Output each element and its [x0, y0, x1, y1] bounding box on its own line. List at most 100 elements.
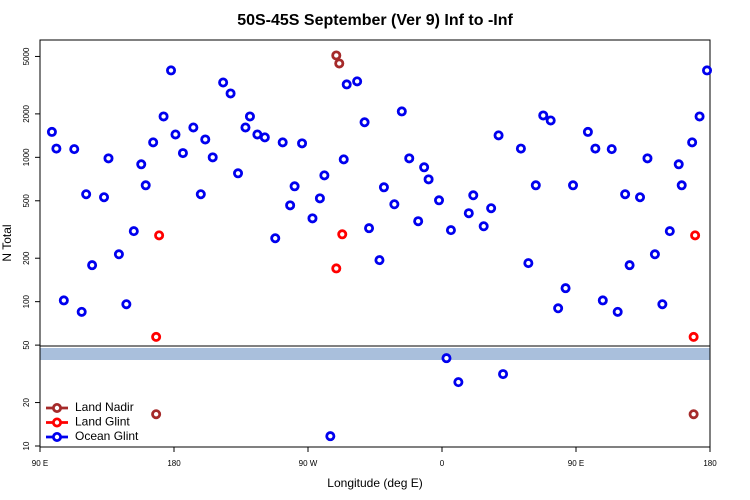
point	[307, 213, 318, 224]
point	[158, 111, 169, 122]
x-tick-label: 180	[167, 459, 181, 468]
point	[338, 154, 349, 165]
point	[702, 65, 713, 76]
point	[434, 195, 445, 206]
point	[244, 111, 255, 122]
point	[352, 76, 363, 87]
point	[121, 299, 132, 310]
legend-marker	[52, 417, 63, 428]
point	[58, 295, 69, 306]
point	[538, 110, 549, 121]
point	[364, 223, 375, 234]
point	[419, 162, 430, 173]
point	[177, 148, 188, 159]
point	[445, 225, 456, 236]
point	[590, 143, 601, 154]
point	[277, 137, 288, 148]
point	[233, 168, 244, 179]
point	[498, 369, 509, 380]
point	[166, 65, 177, 76]
point	[188, 122, 199, 133]
point	[688, 409, 699, 420]
point	[154, 230, 165, 241]
x-tick-label: 180	[703, 459, 717, 468]
point	[359, 117, 370, 128]
point	[688, 331, 699, 342]
y-axis-label: N Total	[0, 224, 14, 261]
legend-label: Land Glint	[75, 415, 130, 429]
point	[319, 170, 330, 181]
point	[151, 331, 162, 342]
point	[195, 189, 206, 200]
point	[374, 255, 385, 266]
point	[325, 431, 336, 442]
point	[99, 192, 110, 203]
point	[136, 159, 147, 170]
point	[486, 203, 497, 214]
point	[331, 50, 342, 61]
point	[51, 143, 62, 154]
y-tick-label: 1000	[22, 148, 31, 166]
point	[151, 409, 162, 420]
x-tick-label: 90 E	[568, 459, 584, 468]
point	[468, 190, 479, 201]
point	[642, 153, 653, 164]
point	[553, 303, 564, 314]
point	[259, 132, 270, 143]
point	[103, 153, 114, 164]
point	[113, 249, 124, 260]
point	[687, 137, 698, 148]
point	[218, 77, 229, 88]
point	[690, 230, 701, 241]
y-tick-label: 200	[22, 251, 31, 265]
y-tick-label: 10	[22, 441, 31, 450]
point	[207, 152, 218, 163]
point	[530, 180, 541, 191]
point	[673, 159, 684, 170]
x-tick-label: 0	[440, 459, 445, 468]
point	[334, 58, 345, 69]
point	[46, 126, 57, 137]
point	[582, 126, 593, 137]
plot-frame	[39, 39, 711, 448]
point	[606, 144, 617, 155]
y-tick-label: 5000	[22, 47, 31, 65]
y-tick-label: 50	[22, 340, 31, 349]
separator-band	[40, 348, 710, 360]
point	[331, 263, 342, 274]
y-tick-label: 100	[22, 294, 31, 308]
point	[694, 111, 705, 122]
point	[620, 189, 631, 200]
point	[289, 181, 300, 192]
point	[81, 189, 92, 200]
point	[341, 79, 352, 90]
point	[225, 88, 236, 99]
point	[612, 306, 623, 317]
point	[314, 193, 325, 204]
point	[337, 229, 348, 240]
point	[463, 208, 474, 219]
point	[568, 180, 579, 191]
legend-label: Ocean Glint	[75, 429, 139, 443]
legend-marker	[52, 431, 63, 442]
x-tick-label: 90 E	[32, 459, 48, 468]
y-tick-label: 20	[22, 398, 31, 407]
point	[453, 377, 464, 388]
point	[676, 180, 687, 191]
point	[493, 130, 504, 141]
point	[664, 226, 675, 237]
point	[297, 138, 308, 149]
point	[170, 129, 181, 140]
x-tick-label: 90 W	[299, 459, 318, 468]
point	[140, 180, 151, 191]
point	[389, 199, 400, 210]
point	[87, 260, 98, 271]
point	[560, 283, 571, 294]
point	[597, 295, 608, 306]
point	[624, 260, 635, 271]
point	[148, 137, 159, 148]
point	[657, 299, 668, 310]
x-axis-label: Longitude (deg E)	[327, 476, 422, 490]
point	[441, 353, 452, 364]
